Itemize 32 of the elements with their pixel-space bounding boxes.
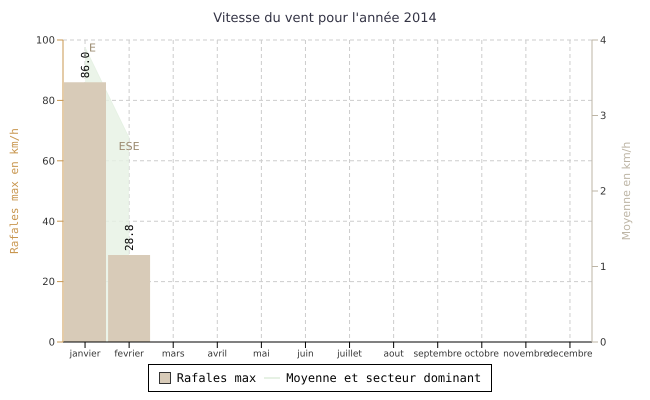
x-tick-label: fevrier <box>114 349 144 360</box>
x-tick-label: avril <box>208 349 228 360</box>
legend-label: Moyenne et secteur dominant <box>285 371 482 385</box>
y-tick-label: 0 <box>48 338 55 349</box>
x-tick-label: juin <box>296 349 314 360</box>
x-tick-label: octobre <box>464 349 500 360</box>
x-tick-label: septembre <box>413 349 462 360</box>
annotation: E <box>89 41 96 54</box>
x-tick-label: aout <box>383 349 404 360</box>
y-tick-label: 40 <box>42 216 55 228</box>
data-label: 86.0 <box>79 52 92 78</box>
x-tick-label: juillet <box>336 349 362 360</box>
x-tick-label: novembre <box>503 349 550 360</box>
y2-tick-label: 3 <box>600 111 606 122</box>
y-tick-label: 60 <box>42 156 55 168</box>
y2-tick-label: 0 <box>600 338 606 349</box>
x-tick-label: mars <box>162 349 185 360</box>
y2-tick-label: 1 <box>600 262 606 274</box>
x-tick-label: mai <box>252 349 270 360</box>
y-axis-title: Rafales max en km/h <box>8 128 21 254</box>
annotation: ESE <box>118 140 140 153</box>
chart-title: Vitesse du vent pour l'année 2014 <box>212 10 438 28</box>
y2-tick-label: 4 <box>600 36 606 47</box>
y-tick-label: 20 <box>42 277 55 288</box>
y-tick-label: 100 <box>36 36 55 47</box>
x-tick-label: janvier <box>68 349 101 360</box>
x-tick-label: decembre <box>547 349 594 360</box>
y2-tick-label: 2 <box>600 186 606 198</box>
legend-label: Rafales max <box>176 371 256 385</box>
data-label: 28.8 <box>123 224 136 252</box>
y-tick-label: 80 <box>42 96 55 107</box>
y2-axis-title: Moyenne en km/h <box>620 142 633 240</box>
